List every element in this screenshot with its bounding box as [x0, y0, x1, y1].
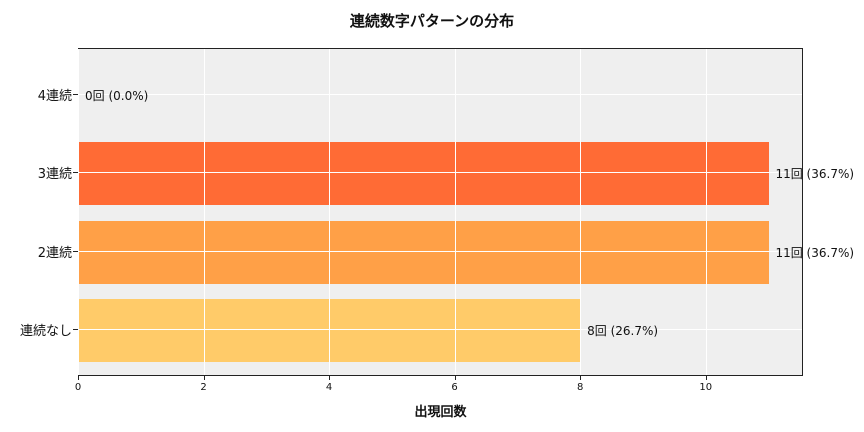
x-tick-label: 4	[325, 382, 333, 393]
gridline-vertical	[329, 49, 331, 375]
y-tick-mark	[73, 172, 78, 173]
gridline-vertical	[203, 49, 205, 375]
y-tick-mark	[73, 251, 78, 252]
gridline-horizontal	[79, 329, 802, 330]
y-tick-label: 連続なし	[19, 324, 72, 339]
y-tick-label: 4連続	[37, 89, 72, 104]
x-tick-mark	[454, 376, 456, 380]
x-tick-label: 8	[576, 382, 584, 393]
x-tick-label: 10	[699, 382, 713, 393]
y-tick-mark	[73, 94, 78, 95]
bar-value-label: 8回 (26.7%)	[587, 324, 659, 338]
gridline-horizontal	[79, 172, 802, 173]
gridline-horizontal	[79, 94, 802, 95]
x-tick-mark	[705, 376, 707, 380]
y-tick-label: 2連続	[37, 246, 72, 261]
gridline-vertical	[580, 49, 582, 375]
y-tick-mark	[73, 329, 78, 330]
x-tick-label: 6	[451, 382, 458, 393]
x-tick-mark	[203, 376, 205, 380]
y-tick-label: 3連続	[37, 167, 72, 182]
gridline-horizontal	[79, 251, 802, 252]
x-tick-label: 2	[200, 382, 207, 393]
plot-area: 0回 (0.0%) 11回 (36.7%) 11回 (36.7%) 8回 (26.7%…	[78, 48, 854, 376]
bar-3[interactable]	[79, 298, 582, 362]
x-tick-mark	[329, 376, 331, 380]
x-tick-label: 0	[74, 382, 82, 393]
bar-value-label: 11回 (36.7%)	[775, 167, 855, 181]
gridline-vertical	[705, 49, 707, 375]
chart-title: 連続数字パターンの分布	[349, 12, 515, 30]
gridline-vertical	[78, 49, 79, 375]
bar-2[interactable]	[79, 220, 770, 284]
gridline-vertical	[454, 49, 456, 375]
bar-1[interactable]	[79, 141, 770, 205]
x-tick-mark	[580, 376, 582, 380]
x-axis-label: 出現回数	[414, 405, 467, 420]
bar-value-label: 11回 (36.7%)	[775, 246, 855, 260]
x-tick-mark	[78, 376, 79, 380]
bar-value-label: 0回 (0.0%)	[85, 89, 149, 103]
